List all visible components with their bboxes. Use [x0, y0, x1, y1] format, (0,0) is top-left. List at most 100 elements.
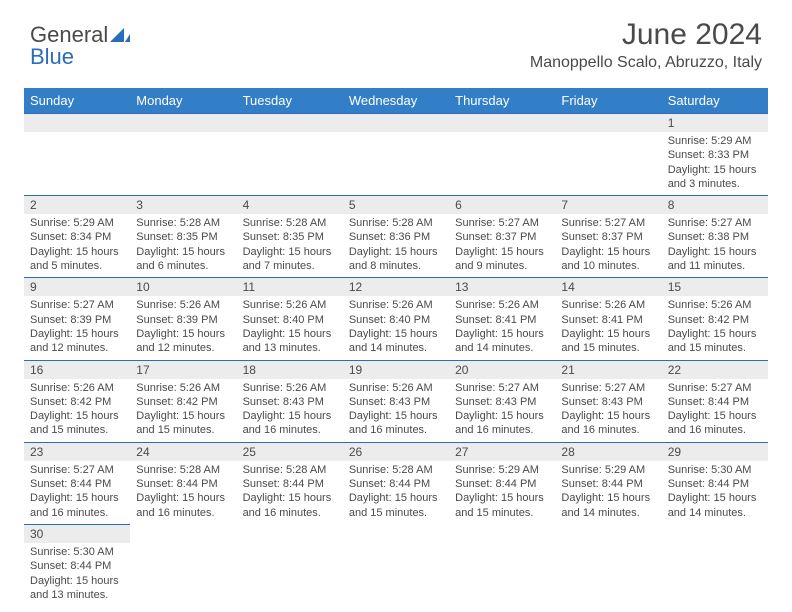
day-header: Saturday [662, 88, 768, 114]
daylight-text: Daylight: 15 hours and 12 minutes. [136, 327, 230, 356]
day-content-cell: Sunrise: 5:29 AMSunset: 8:34 PMDaylight:… [24, 214, 130, 278]
day-content-cell: Sunrise: 5:28 AMSunset: 8:44 PMDaylight:… [130, 461, 236, 525]
sunset-text: Sunset: 8:44 PM [136, 477, 230, 491]
content-row: Sunrise: 5:27 AMSunset: 8:44 PMDaylight:… [24, 461, 768, 525]
day-content-cell: Sunrise: 5:28 AMSunset: 8:35 PMDaylight:… [130, 214, 236, 278]
day-content-cell: Sunrise: 5:29 AMSunset: 8:44 PMDaylight:… [449, 461, 555, 525]
empty-daynum-cell [130, 114, 236, 133]
sunrise-text: Sunrise: 5:28 AM [243, 216, 337, 230]
daylight-text: Daylight: 15 hours and 15 minutes. [349, 491, 443, 520]
sunrise-text: Sunrise: 5:26 AM [243, 298, 337, 312]
sunset-text: Sunset: 8:35 PM [243, 230, 337, 244]
cell-body: Sunrise: 5:26 AMSunset: 8:41 PMDaylight:… [449, 296, 555, 359]
sunrise-text: Sunrise: 5:27 AM [668, 381, 762, 395]
daynum-row: 30 [24, 524, 768, 543]
cell-body: Sunrise: 5:29 AMSunset: 8:44 PMDaylight:… [555, 461, 661, 524]
day-content-cell: Sunrise: 5:27 AMSunset: 8:39 PMDaylight:… [24, 296, 130, 360]
daylight-text: Daylight: 15 hours and 11 minutes. [668, 245, 762, 274]
cell-body: Sunrise: 5:27 AMSunset: 8:44 PMDaylight:… [662, 379, 768, 442]
day-number-cell: 9 [24, 278, 130, 297]
daylight-text: Daylight: 15 hours and 5 minutes. [30, 245, 124, 274]
daylight-text: Daylight: 15 hours and 8 minutes. [349, 245, 443, 274]
cell-body: Sunrise: 5:26 AMSunset: 8:41 PMDaylight:… [555, 296, 661, 359]
sunset-text: Sunset: 8:44 PM [668, 477, 762, 491]
sunrise-text: Sunrise: 5:27 AM [455, 216, 549, 230]
day-header: Thursday [449, 88, 555, 114]
day-content-cell: Sunrise: 5:26 AMSunset: 8:41 PMDaylight:… [555, 296, 661, 360]
day-number-cell: 10 [130, 278, 236, 297]
sunset-text: Sunset: 8:44 PM [561, 477, 655, 491]
daylight-text: Daylight: 15 hours and 10 minutes. [561, 245, 655, 274]
day-header: Monday [130, 88, 236, 114]
sunset-text: Sunset: 8:40 PM [243, 313, 337, 327]
day-number-cell: 20 [449, 360, 555, 379]
daylight-text: Daylight: 15 hours and 6 minutes. [136, 245, 230, 274]
empty-daynum-cell [449, 524, 555, 543]
sunset-text: Sunset: 8:44 PM [30, 477, 124, 491]
day-number-cell: 18 [237, 360, 343, 379]
sunset-text: Sunset: 8:38 PM [668, 230, 762, 244]
day-number-cell: 12 [343, 278, 449, 297]
sunrise-text: Sunrise: 5:26 AM [136, 298, 230, 312]
sunrise-text: Sunrise: 5:26 AM [243, 381, 337, 395]
header: GeneralBlue June 2024 Manoppello Scalo, … [0, 0, 792, 80]
cell-body: Sunrise: 5:28 AMSunset: 8:35 PMDaylight:… [237, 214, 343, 277]
daynum-row: 23242526272829 [24, 442, 768, 461]
empty-content-cell [555, 132, 661, 196]
day-number-cell: 3 [130, 196, 236, 215]
empty-content-cell [449, 543, 555, 606]
sunset-text: Sunset: 8:43 PM [455, 395, 549, 409]
sunrise-text: Sunrise: 5:27 AM [668, 216, 762, 230]
cell-body: Sunrise: 5:26 AMSunset: 8:40 PMDaylight:… [343, 296, 449, 359]
sunrise-text: Sunrise: 5:28 AM [349, 216, 443, 230]
day-number-cell: 7 [555, 196, 661, 215]
sunset-text: Sunset: 8:43 PM [243, 395, 337, 409]
cell-body: Sunrise: 5:29 AMSunset: 8:33 PMDaylight:… [662, 132, 768, 195]
cell-body: Sunrise: 5:30 AMSunset: 8:44 PMDaylight:… [662, 461, 768, 524]
sunset-text: Sunset: 8:44 PM [668, 395, 762, 409]
sunset-text: Sunset: 8:40 PM [349, 313, 443, 327]
sunrise-text: Sunrise: 5:28 AM [136, 216, 230, 230]
cell-body: Sunrise: 5:26 AMSunset: 8:43 PMDaylight:… [237, 379, 343, 442]
sunset-text: Sunset: 8:42 PM [30, 395, 124, 409]
day-number-cell: 2 [24, 196, 130, 215]
day-number-cell: 4 [237, 196, 343, 215]
empty-daynum-cell [662, 524, 768, 543]
daylight-text: Daylight: 15 hours and 16 minutes. [136, 491, 230, 520]
empty-content-cell [24, 132, 130, 196]
day-header: Sunday [24, 88, 130, 114]
daylight-text: Daylight: 15 hours and 14 minutes. [455, 327, 549, 356]
sunrise-text: Sunrise: 5:26 AM [349, 381, 443, 395]
day-content-cell: Sunrise: 5:26 AMSunset: 8:39 PMDaylight:… [130, 296, 236, 360]
cell-body: Sunrise: 5:27 AMSunset: 8:39 PMDaylight:… [24, 296, 130, 359]
logo-part2: Blue [30, 44, 74, 69]
day-number-cell: 1 [662, 114, 768, 133]
sunset-text: Sunset: 8:43 PM [349, 395, 443, 409]
day-content-cell: Sunrise: 5:28 AMSunset: 8:35 PMDaylight:… [237, 214, 343, 278]
day-content-cell: Sunrise: 5:29 AMSunset: 8:44 PMDaylight:… [555, 461, 661, 525]
sunset-text: Sunset: 8:44 PM [243, 477, 337, 491]
daylight-text: Daylight: 15 hours and 12 minutes. [30, 327, 124, 356]
day-number-cell: 29 [662, 442, 768, 461]
sunrise-text: Sunrise: 5:26 AM [349, 298, 443, 312]
day-number-cell: 30 [24, 524, 130, 543]
logo: GeneralBlue [30, 24, 130, 68]
sunset-text: Sunset: 8:39 PM [30, 313, 124, 327]
daylight-text: Daylight: 15 hours and 7 minutes. [243, 245, 337, 274]
daylight-text: Daylight: 15 hours and 14 minutes. [668, 491, 762, 520]
content-row: Sunrise: 5:29 AMSunset: 8:33 PMDaylight:… [24, 132, 768, 196]
sunset-text: Sunset: 8:37 PM [455, 230, 549, 244]
daylight-text: Daylight: 15 hours and 9 minutes. [455, 245, 549, 274]
cell-body: Sunrise: 5:27 AMSunset: 8:43 PMDaylight:… [449, 379, 555, 442]
day-number-cell: 16 [24, 360, 130, 379]
cell-body: Sunrise: 5:26 AMSunset: 8:42 PMDaylight:… [130, 379, 236, 442]
sunrise-text: Sunrise: 5:26 AM [455, 298, 549, 312]
day-number-cell: 26 [343, 442, 449, 461]
day-content-cell: Sunrise: 5:28 AMSunset: 8:44 PMDaylight:… [343, 461, 449, 525]
cell-body: Sunrise: 5:29 AMSunset: 8:44 PMDaylight:… [449, 461, 555, 524]
sunrise-text: Sunrise: 5:29 AM [30, 216, 124, 230]
sunrise-text: Sunrise: 5:27 AM [561, 216, 655, 230]
day-content-cell: Sunrise: 5:28 AMSunset: 8:44 PMDaylight:… [237, 461, 343, 525]
day-content-cell: Sunrise: 5:27 AMSunset: 8:44 PMDaylight:… [24, 461, 130, 525]
sunrise-text: Sunrise: 5:27 AM [30, 463, 124, 477]
